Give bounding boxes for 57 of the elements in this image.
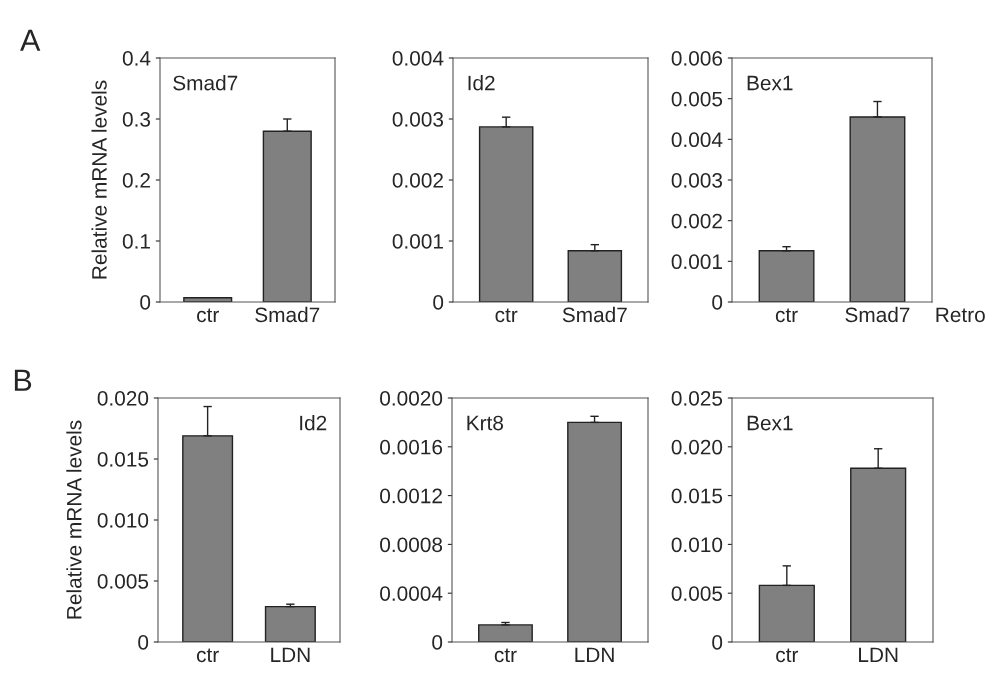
y-tick-label: 0.001: [392, 234, 443, 249]
y-tick-label: 0.020: [97, 391, 149, 406]
y-tick-label: 0.003: [392, 112, 444, 127]
text: Smad7: [173, 75, 238, 91]
y-tick-label: 0.4: [122, 51, 151, 66]
y-tick-label: 0.004: [671, 132, 723, 148]
y-tick-label: 0.0016: [380, 439, 443, 455]
y-tick-label: 0: [712, 295, 723, 310]
y-tick-label: 0.002: [671, 213, 722, 229]
y-tick-label: 0.003: [671, 173, 723, 188]
x-tick-label: ctr: [776, 648, 799, 663]
x-tick-label: ctr: [197, 308, 219, 323]
y-tick-label: 0.0008: [380, 537, 443, 553]
y-tick-label: 0.004: [392, 51, 444, 66]
y-tick-label: 0: [712, 635, 723, 650]
x-tick-label: Smad7: [255, 306, 320, 323]
y-tick-label: 0.2: [122, 173, 150, 188]
y-axis-title: Relative mRNA levels: [66, 420, 82, 619]
x-tick-label: LDN: [575, 647, 614, 662]
y-tick-label: 0.005: [97, 574, 149, 589]
y-axis-title: Relative mRNA levels: [91, 80, 107, 279]
y-tick-label: 0.005: [671, 586, 723, 601]
text: Retro: [936, 307, 985, 323]
text: Bex1: [747, 75, 793, 91]
y-tick-label: 0.010: [97, 513, 149, 528]
x-tick-label: ctr: [775, 308, 798, 323]
y-tick-label: 0.006: [671, 51, 723, 66]
y-tick-label: 0: [433, 295, 444, 310]
text: Id2: [468, 75, 495, 91]
x-tick-label: LDN: [859, 647, 898, 662]
x-tick-label: ctr: [494, 648, 517, 663]
y-tick-label: 0.001: [671, 254, 722, 270]
y-tick-label: 0: [140, 295, 151, 310]
y-tick-label: 0.015: [97, 452, 149, 467]
y-tick-label: 0.015: [671, 488, 723, 504]
text: B: [14, 369, 32, 391]
text: Krt8: [467, 415, 504, 431]
y-tick-label: 0.005: [671, 91, 723, 107]
y-tick-label: 0: [138, 635, 149, 650]
y-tick-label: 0.010: [671, 537, 723, 553]
y-tick-label: 0: [432, 635, 443, 650]
y-tick-label: 0.3: [122, 112, 151, 127]
text: A: [20, 29, 41, 51]
y-tick-label: 0.0012: [380, 488, 442, 504]
y-tick-label: 0.025: [671, 391, 723, 406]
text: Id2: [300, 415, 327, 431]
x-tick-label: Smad7: [562, 306, 627, 323]
x-tick-label: LDN: [271, 647, 310, 662]
x-tick-label: ctr: [495, 308, 518, 323]
x-tick-label: ctr: [196, 648, 219, 663]
y-tick-label: 0.0020: [380, 391, 443, 406]
y-tick-label: 0.020: [671, 439, 723, 455]
y-tick-label: 0.002: [392, 173, 443, 188]
y-tick-label: 0.0004: [380, 586, 443, 601]
x-tick-label: Smad7: [845, 306, 910, 323]
text: Bex1: [747, 415, 793, 431]
y-tick-label: 0.1: [122, 234, 150, 249]
